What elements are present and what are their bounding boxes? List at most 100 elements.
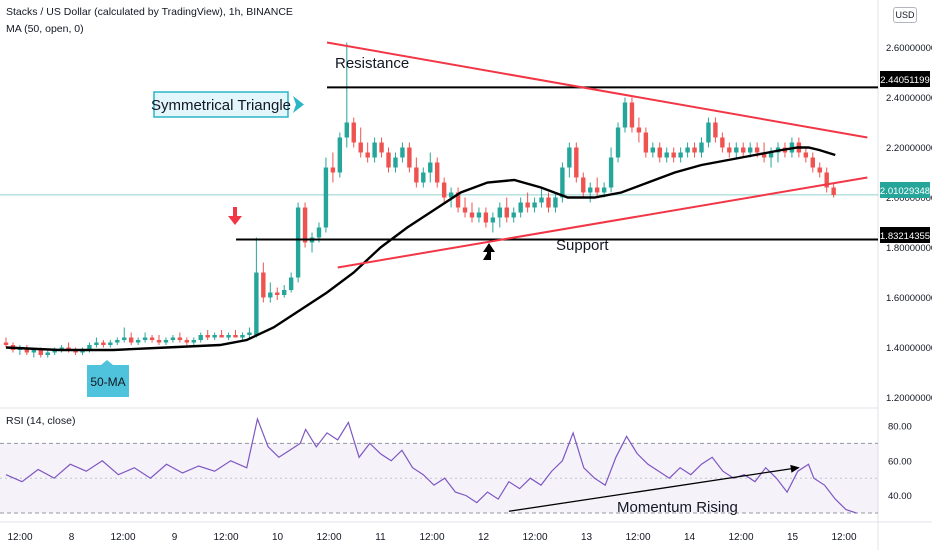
candle[interactable] <box>282 285 287 298</box>
candle[interactable] <box>490 212 496 233</box>
candle[interactable] <box>365 142 370 163</box>
candle[interactable] <box>386 147 391 173</box>
candle[interactable] <box>219 330 224 338</box>
candle[interactable] <box>699 137 704 158</box>
candle[interactable] <box>803 147 809 163</box>
candle[interactable] <box>372 137 377 163</box>
currency-button[interactable]: USD <box>893 7 917 23</box>
ma50-tag[interactable]: 50-MA <box>87 360 129 397</box>
candle[interactable] <box>128 332 134 346</box>
candle[interactable] <box>191 337 196 346</box>
candle[interactable] <box>254 237 259 338</box>
candle[interactable] <box>184 337 190 346</box>
candle[interactable] <box>94 337 99 348</box>
candle[interactable] <box>302 202 308 248</box>
candle[interactable] <box>163 337 169 346</box>
candle[interactable] <box>400 142 405 163</box>
candle[interactable] <box>678 147 683 163</box>
candle[interactable] <box>643 127 649 158</box>
candle[interactable] <box>441 177 447 203</box>
candle[interactable] <box>504 197 509 223</box>
candle[interactable] <box>567 142 572 178</box>
candle[interactable] <box>295 202 301 283</box>
candle[interactable] <box>205 330 210 340</box>
candle[interactable] <box>198 332 203 343</box>
candle[interactable] <box>525 192 530 213</box>
candle[interactable] <box>115 337 120 346</box>
candle[interactable] <box>650 142 656 158</box>
candle[interactable] <box>3 337 9 348</box>
candle[interactable] <box>156 335 162 345</box>
candle[interactable] <box>108 340 113 348</box>
candle[interactable] <box>80 347 85 356</box>
ma50-line[interactable] <box>5 146 836 352</box>
candle[interactable] <box>288 272 294 293</box>
candle[interactable] <box>455 187 461 213</box>
candle[interactable] <box>657 142 662 163</box>
candle[interactable] <box>720 132 725 153</box>
candle[interactable] <box>608 147 614 193</box>
candle[interactable] <box>337 132 343 178</box>
candle[interactable] <box>622 97 628 133</box>
candle[interactable] <box>59 345 64 353</box>
candle[interactable] <box>421 167 426 188</box>
candle[interactable] <box>45 350 50 358</box>
candle[interactable] <box>379 137 384 158</box>
candle[interactable] <box>741 142 746 158</box>
candle[interactable] <box>692 142 697 158</box>
candle[interactable] <box>483 207 489 228</box>
candle[interactable] <box>170 335 176 343</box>
candle[interactable] <box>594 177 600 198</box>
resistance-price-tag[interactable]: 2.44051199 <box>880 71 930 87</box>
candle[interactable] <box>149 335 155 343</box>
symmetrical-triangle-callout[interactable]: Symmetrical Triangle <box>151 91 304 118</box>
candle[interactable] <box>518 197 523 218</box>
candle[interactable] <box>393 152 398 173</box>
momentum-trendline[interactable] <box>508 467 798 512</box>
candle[interactable] <box>581 172 586 198</box>
candle[interactable] <box>629 97 635 133</box>
candle[interactable] <box>469 202 475 223</box>
candle[interactable] <box>727 142 732 158</box>
candle[interactable] <box>435 157 440 188</box>
candle[interactable] <box>122 327 127 343</box>
candle[interactable] <box>532 197 537 213</box>
candle[interactable] <box>177 332 183 343</box>
candle[interactable] <box>574 142 579 183</box>
candle[interactable] <box>240 332 245 341</box>
candle[interactable] <box>588 182 593 203</box>
candle[interactable] <box>428 152 433 183</box>
ma-indicator-label[interactable]: MA (50, open, 0) <box>6 23 84 35</box>
candle[interactable] <box>275 287 280 301</box>
candle[interactable] <box>636 117 642 143</box>
candle[interactable] <box>233 330 238 338</box>
candle[interactable] <box>226 332 231 341</box>
candle[interactable] <box>73 347 78 356</box>
candle[interactable] <box>212 332 217 341</box>
candle[interactable] <box>734 142 739 158</box>
candle[interactable] <box>330 152 336 183</box>
candle[interactable] <box>810 152 815 173</box>
candle[interactable] <box>713 117 718 143</box>
candle[interactable] <box>351 117 356 148</box>
candle[interactable] <box>261 262 266 303</box>
candle[interactable] <box>407 142 412 173</box>
candle[interactable] <box>24 345 30 355</box>
candle[interactable] <box>706 117 711 148</box>
candle[interactable] <box>414 157 419 188</box>
candle[interactable] <box>247 327 252 338</box>
candle[interactable] <box>824 167 829 193</box>
support-price-tag[interactable]: 1.83214355 <box>880 227 930 243</box>
candle[interactable] <box>344 42 349 148</box>
candle[interactable] <box>462 197 468 218</box>
candle[interactable] <box>685 142 690 158</box>
candle[interactable] <box>497 202 503 228</box>
candle[interactable] <box>775 142 781 163</box>
candle[interactable] <box>546 192 551 213</box>
candle[interactable] <box>101 340 106 348</box>
current-price-tag[interactable]: 2.01029348 <box>880 182 930 198</box>
candle[interactable] <box>268 282 273 303</box>
candle[interactable] <box>831 182 836 198</box>
candle[interactable] <box>135 337 141 346</box>
